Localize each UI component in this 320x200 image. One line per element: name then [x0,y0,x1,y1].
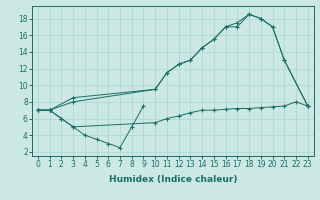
X-axis label: Humidex (Indice chaleur): Humidex (Indice chaleur) [108,175,237,184]
